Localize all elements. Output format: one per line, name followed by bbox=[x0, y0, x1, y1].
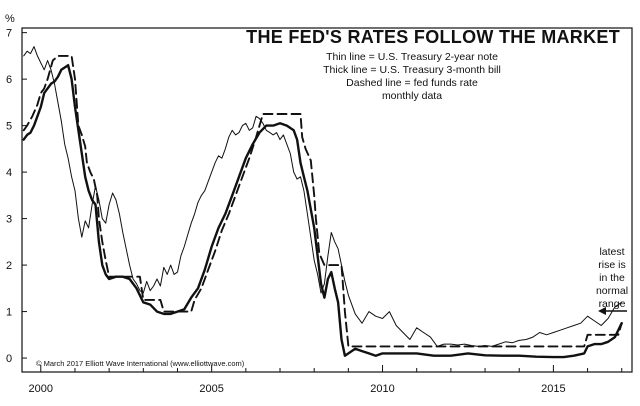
chart-title: THE FED'S RATES FOLLOW THE MARKET bbox=[246, 27, 620, 47]
plot-frame bbox=[21, 27, 633, 373]
annotation-line-4: normal bbox=[596, 285, 628, 297]
chart-subtitle-line-3: Dashed line = fed funds rate bbox=[346, 77, 478, 89]
credit-text: © March 2017 Elliott Wave International … bbox=[36, 359, 245, 368]
x-tick-label: 2005 bbox=[199, 383, 223, 395]
x-tick-label: 2010 bbox=[370, 383, 394, 395]
y-tick-label: 0 bbox=[6, 353, 12, 365]
y-tick-label: 5 bbox=[6, 121, 12, 133]
annotation-arrow bbox=[598, 307, 627, 315]
annotation-line-1: latest bbox=[599, 246, 624, 258]
chart-subtitle-line-4: monthly data bbox=[382, 90, 442, 102]
series-line-thin bbox=[23, 46, 623, 347]
x-tick-label: 2000 bbox=[29, 383, 53, 395]
y-tick-label: 4 bbox=[6, 167, 12, 179]
y-tick-label: 6 bbox=[6, 74, 12, 86]
series-line-thick bbox=[22, 63, 623, 359]
annotation-line-3: in the bbox=[599, 272, 625, 284]
x-tick-label: 2015 bbox=[541, 383, 565, 395]
annotation-line-2: rise is bbox=[598, 259, 625, 271]
y-axis-unit: % bbox=[5, 13, 15, 25]
y-tick-label: 3 bbox=[6, 214, 12, 226]
annotation-line-5: range bbox=[599, 298, 626, 310]
chart-subtitle-line-2: Thick line = U.S. Treasury 3-month bill bbox=[323, 64, 501, 76]
series-line-dashed bbox=[22, 54, 623, 348]
y-tick-label: 1 bbox=[6, 307, 12, 319]
y-tick-label: 2 bbox=[6, 260, 12, 272]
chart-subtitle-line-1: Thin line = U.S. Treasury 2-year note bbox=[326, 51, 498, 63]
y-tick-label: 7 bbox=[6, 28, 12, 40]
